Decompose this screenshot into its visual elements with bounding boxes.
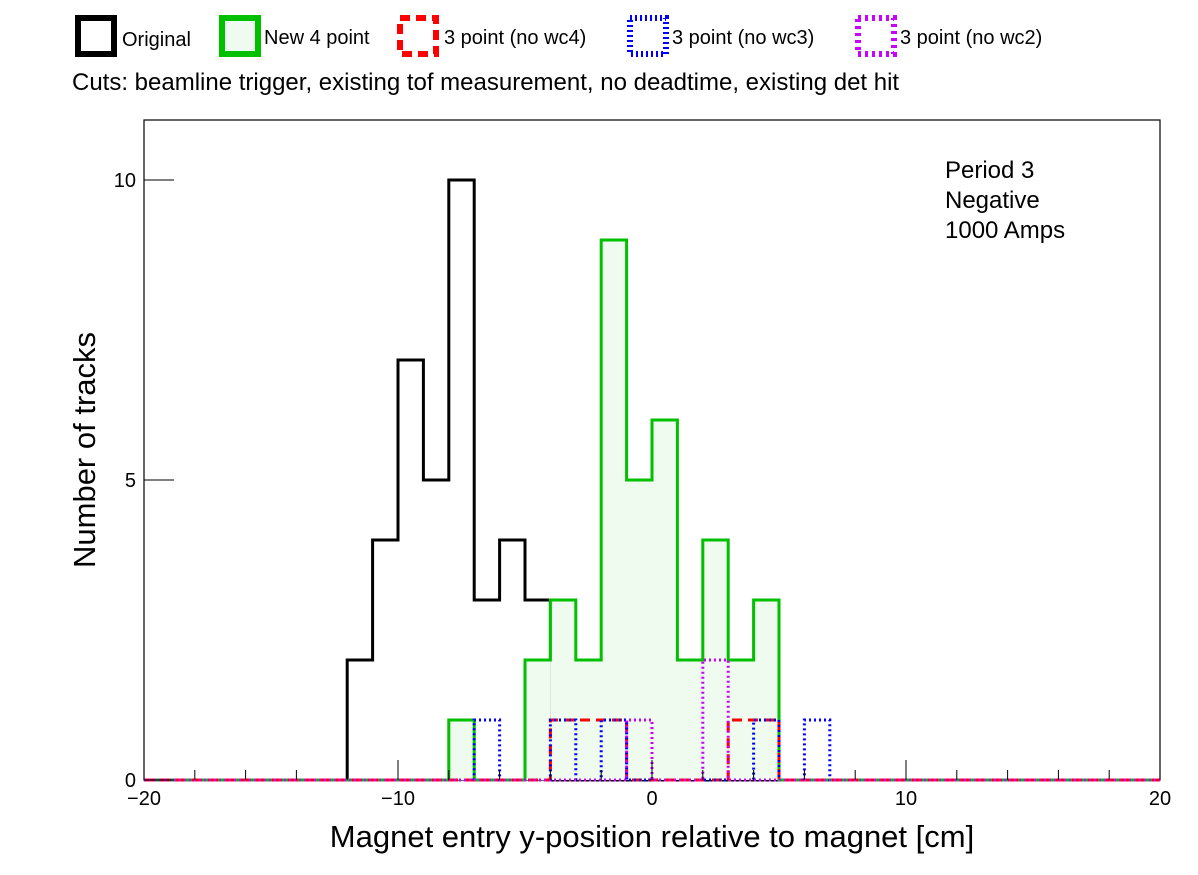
bin-fill-new-4-point: [448, 720, 475, 780]
legend-label-no-wc2: 3 point (no wc2): [900, 27, 1042, 49]
bin-fill-new-4-point: [677, 660, 703, 780]
bin-fill-new-4-point: [601, 240, 627, 780]
x-tick-label: 20: [1149, 788, 1171, 810]
axis-layer: −20 −10 0 10 20 0 5 10: [114, 170, 1171, 810]
x-axis-title: Magnet entry y-position relative to magn…: [330, 819, 974, 854]
legend-swatch-no-wc2: [855, 15, 897, 57]
legend-swatch-no-wc4: [397, 15, 439, 57]
series-3-point-no-wc2: [144, 658, 1160, 782]
legend-entry-no-wc3: 3 point (no wc3): [627, 15, 814, 57]
series-new-4-point: [144, 238, 1160, 782]
legend-swatch-original: [75, 15, 117, 57]
annotation-line-current: 1000 Amps: [945, 217, 1065, 244]
y-tick-label: 5: [125, 470, 136, 492]
legend-entry-no-wc2: 3 point (no wc2): [855, 15, 1042, 57]
annotation-line-period: Period 3: [945, 157, 1034, 184]
bin-fill-new-4-point: [626, 480, 652, 780]
annotation-box: Period 3 Negative 1000 Amps: [945, 157, 1065, 244]
histogram-series-layer: [144, 178, 1160, 782]
bin-fill-new-4-point: [753, 600, 779, 780]
legend-label-original: Original: [122, 29, 191, 51]
y-axis-title: Number of tracks: [67, 332, 102, 568]
bin-fill-new-4-point: [525, 660, 551, 780]
legend-entry-no-wc4: 3 point (no wc4): [397, 15, 586, 57]
legend-entry-original: Original: [75, 15, 191, 57]
annotation-line-polarity: Negative: [945, 187, 1040, 214]
bin-outline-3-point-no-wc2: [144, 658, 1160, 782]
bin-fill-new-4-point: [652, 420, 678, 780]
legend: Original New 4 point 3 point (no wc4) 3 …: [75, 15, 1042, 57]
x-tick-label: 0: [646, 788, 657, 810]
legend-swatch-no-wc3: [627, 15, 669, 57]
x-tick-label: −20: [127, 788, 161, 810]
x-tick-label: 10: [895, 788, 917, 810]
bin-fill-new-4-point: [550, 600, 576, 780]
y-tick-label: 10: [114, 170, 136, 192]
legend-label-no-wc3: 3 point (no wc3): [672, 27, 814, 49]
legend-entry-new-4-point: New 4 point: [219, 15, 370, 57]
cuts-caption: Cuts: beamline trigger, existing tof mea…: [72, 69, 899, 96]
x-tick-label: −10: [381, 788, 415, 810]
legend-label-no-wc4: 3 point (no wc4): [444, 27, 586, 49]
y-tick-label: 0: [125, 770, 136, 792]
legend-swatch-new-4-point: [219, 15, 261, 57]
legend-label-new-4-point: New 4 point: [264, 27, 370, 49]
